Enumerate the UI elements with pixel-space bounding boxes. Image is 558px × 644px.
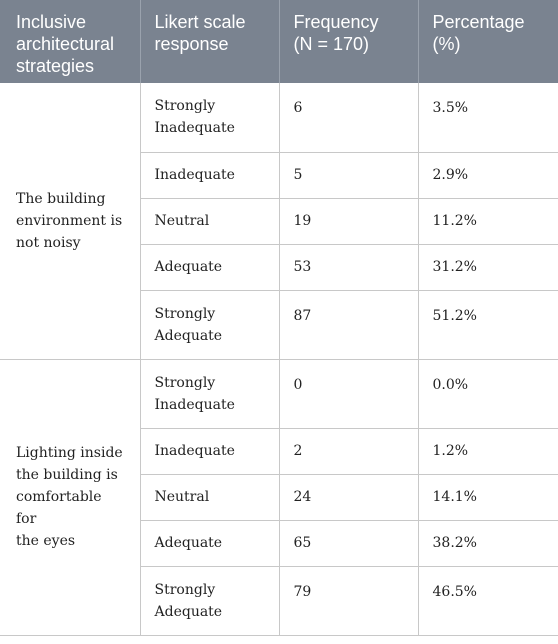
header-percentage: Percentage (%) — [417, 0, 558, 83]
percentage-cell: 31.2% — [417, 243, 558, 291]
header-likert-response: Likert scale response — [139, 0, 279, 83]
table-body: The building environment is not noisy Stro… — [0, 83, 558, 636]
response-line: Adequate — [154, 603, 223, 620]
response-line: Adequate — [154, 327, 223, 344]
percentage-cell: 38.2% — [417, 519, 558, 567]
frequency-cell: 2 — [278, 427, 419, 475]
response-line: Inadequate — [154, 396, 235, 413]
strategy-line: comfortable for — [16, 489, 102, 527]
table-row: Neutral 24 14.1% — [0, 473, 558, 521]
percentage-cell: 51.2% — [417, 289, 558, 360]
header-percentage-line: Percentage — [432, 12, 525, 32]
frequency-cell: 19 — [278, 197, 419, 245]
response-cell: Neutral — [139, 197, 280, 245]
strategy-line: the eyes — [16, 533, 76, 549]
table-row: Lighting inside the building is comfortabl… — [0, 358, 558, 636]
percentage-cell: 46.5% — [417, 565, 558, 636]
frequency-cell: 5 — [278, 151, 419, 199]
header-strategy: Inclusive architectural strategies — [0, 0, 140, 83]
header-frequency-line: (N = 170) — [293, 34, 370, 54]
strategy-line: Lighting inside — [16, 445, 123, 461]
strategy-line: The building — [16, 190, 106, 207]
response-line: Strongly — [154, 305, 216, 322]
header-strategy-line: Inclusive — [16, 12, 87, 32]
frequency-cell: 53 — [278, 243, 419, 291]
strategy-line: not noisy — [16, 234, 81, 251]
table-row: Adequate 65 38.2% — [0, 519, 558, 567]
response-cell: Strongly Inadequate — [139, 358, 280, 429]
strategy-line: environment is — [16, 212, 123, 229]
percentage-cell: 11.2% — [417, 197, 558, 245]
header-likert-line: Likert scale — [154, 12, 246, 32]
percentage-cell: 14.1% — [417, 473, 558, 521]
response-cell: Neutral — [139, 473, 280, 521]
frequency-cell: 87 — [278, 289, 419, 360]
header-row: Inclusive architectural strategies Likert … — [0, 0, 558, 83]
header-likert-line: response — [154, 34, 229, 54]
response-cell: Inadequate — [139, 427, 280, 475]
frequency-cell: 24 — [278, 473, 419, 521]
table-row: Strongly Adequate 79 46.5% — [0, 565, 558, 636]
percentage-cell: 2.9% — [417, 151, 558, 199]
response-line: Strongly — [154, 374, 216, 391]
header-strategy-line: strategies — [16, 56, 95, 76]
response-cell: Adequate — [139, 243, 280, 291]
response-cell: Strongly Adequate — [139, 289, 280, 360]
frequency-cell: 0 — [278, 358, 419, 429]
percentage-cell: 3.5% — [417, 83, 558, 153]
header-frequency-line: Frequency — [293, 12, 379, 32]
response-cell: Strongly Inadequate — [139, 83, 280, 153]
table-row: Inadequate 2 1.2% — [0, 427, 558, 475]
response-cell: Strongly Adequate — [139, 565, 280, 636]
percentage-cell: 1.2% — [417, 427, 558, 475]
percentage-cell: 0.0% — [417, 358, 558, 429]
header-frequency: Frequency (N = 170) — [278, 0, 418, 83]
response-line: Strongly — [154, 581, 216, 598]
frequency-cell: 79 — [278, 565, 419, 636]
header-percentage-line: (%) — [432, 34, 461, 54]
frequency-cell: 6 — [278, 83, 419, 153]
response-line: Strongly — [154, 98, 216, 115]
strategy-line: the building is — [16, 467, 118, 483]
response-cell: Inadequate — [139, 151, 280, 199]
frequency-cell: 65 — [278, 519, 419, 567]
response-line: Inadequate — [154, 120, 235, 137]
header-strategy-line: architectural — [16, 34, 115, 54]
table-row: The building environment is not noisy Stro… — [0, 83, 558, 360]
strategy-cell: Lighting inside the building is comfortabl… — [0, 358, 141, 636]
strategy-cell: The building environment is not noisy — [0, 83, 141, 360]
table-header: Inclusive architectural strategies Likert … — [0, 0, 558, 83]
response-cell: Adequate — [139, 519, 280, 567]
